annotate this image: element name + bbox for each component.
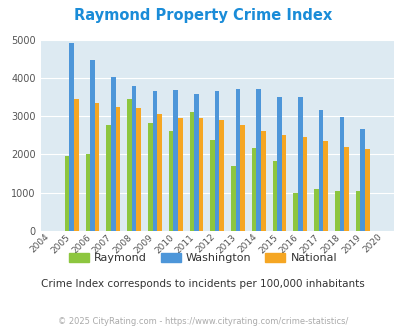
Bar <box>65 156 69 231</box>
Bar <box>256 89 260 231</box>
Bar <box>297 97 302 231</box>
Bar <box>355 191 360 231</box>
Legend: Raymond, Washington, National: Raymond, Washington, National <box>64 248 341 267</box>
Bar <box>173 90 177 231</box>
Bar <box>230 166 235 231</box>
Bar <box>177 118 182 231</box>
Bar <box>360 129 364 231</box>
Bar <box>194 94 198 231</box>
Bar <box>260 131 265 231</box>
Bar <box>136 108 141 231</box>
Bar <box>115 107 120 231</box>
Bar <box>69 44 74 231</box>
Bar <box>281 135 286 231</box>
Bar <box>343 147 348 231</box>
Bar <box>85 154 90 231</box>
Bar <box>168 131 173 231</box>
Bar <box>111 77 115 231</box>
Bar <box>272 161 277 231</box>
Bar <box>148 123 152 231</box>
Bar <box>152 91 157 231</box>
Text: Crime Index corresponds to incidents per 100,000 inhabitants: Crime Index corresponds to incidents per… <box>41 279 364 289</box>
Bar <box>339 116 343 231</box>
Text: Raymond Property Crime Index: Raymond Property Crime Index <box>74 8 331 23</box>
Bar <box>157 114 161 231</box>
Bar <box>214 90 219 231</box>
Bar <box>323 141 327 231</box>
Bar <box>334 191 339 231</box>
Bar <box>210 140 214 231</box>
Bar <box>293 193 297 231</box>
Bar <box>90 60 95 231</box>
Bar <box>313 189 318 231</box>
Bar <box>132 86 136 231</box>
Bar <box>189 112 194 231</box>
Bar <box>240 125 244 231</box>
Bar <box>198 118 203 231</box>
Bar <box>364 149 369 231</box>
Bar <box>235 89 240 231</box>
Bar <box>277 97 281 231</box>
Text: © 2025 CityRating.com - https://www.cityrating.com/crime-statistics/: © 2025 CityRating.com - https://www.city… <box>58 317 347 326</box>
Bar <box>302 137 307 231</box>
Bar <box>74 99 79 231</box>
Bar <box>106 125 111 231</box>
Bar <box>219 119 224 231</box>
Bar <box>251 148 256 231</box>
Bar <box>127 99 132 231</box>
Bar <box>95 103 99 231</box>
Bar <box>318 110 323 231</box>
